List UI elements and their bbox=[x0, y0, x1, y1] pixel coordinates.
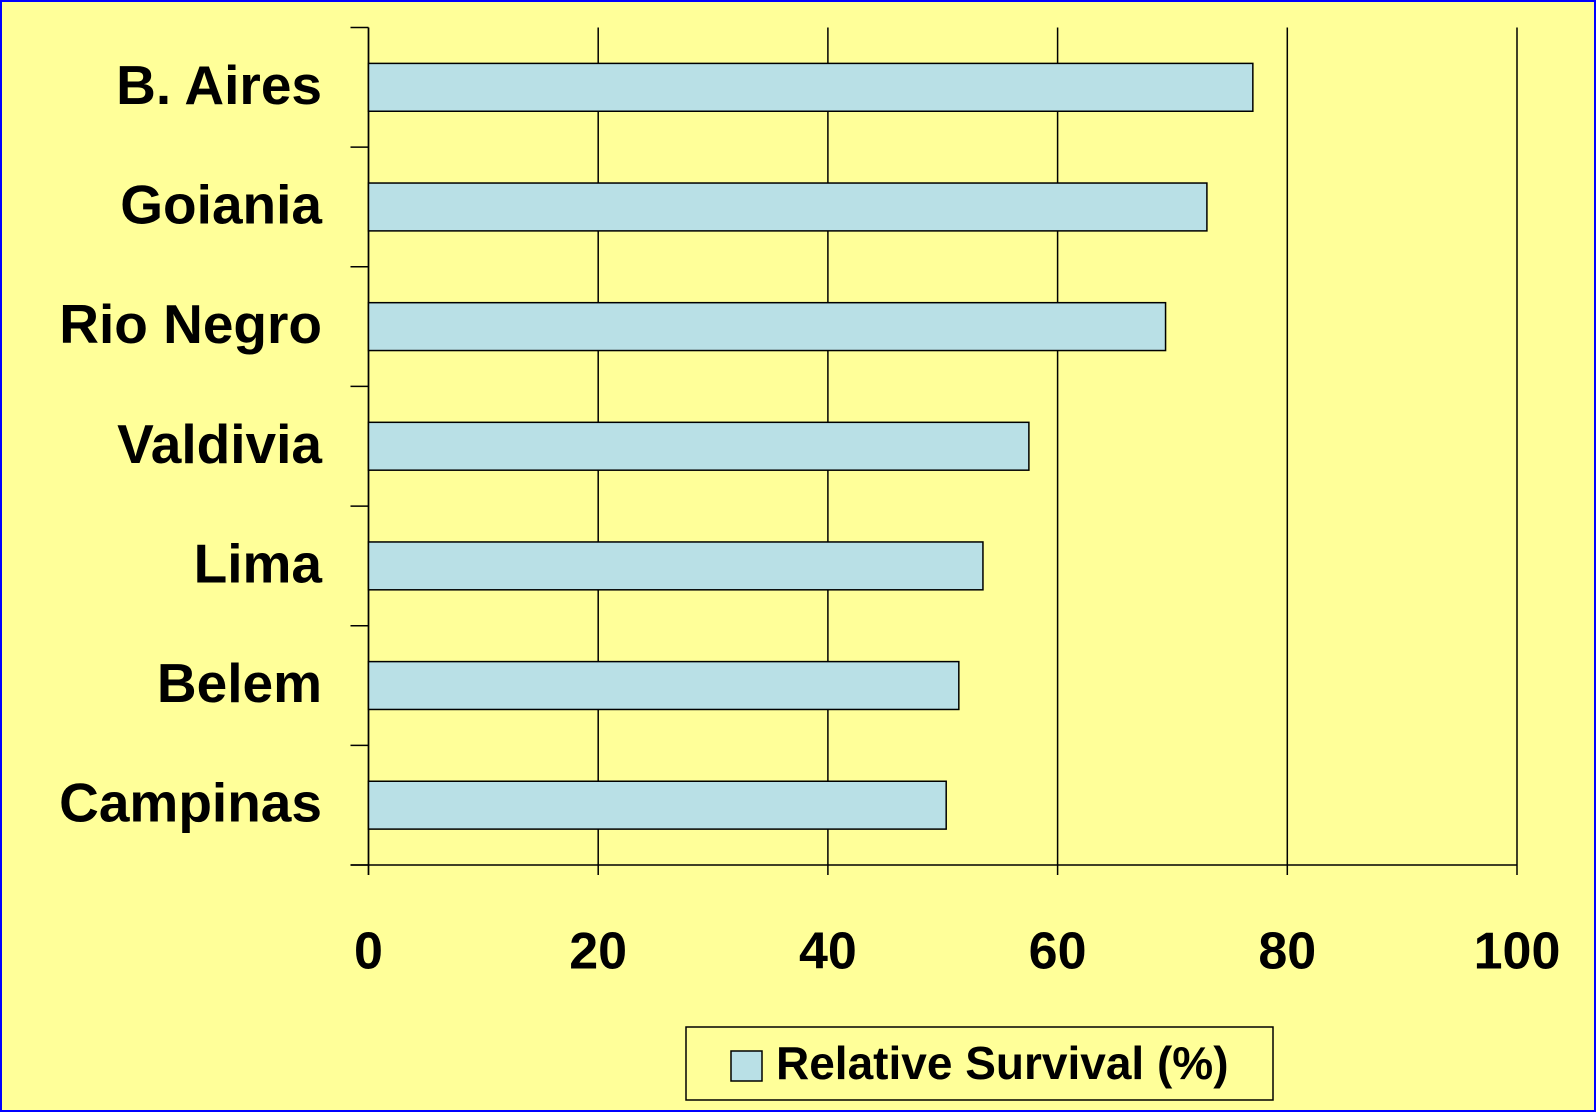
bar bbox=[367, 301, 1167, 352]
bar bbox=[367, 541, 984, 591]
bar bbox=[367, 660, 960, 711]
bar bbox=[367, 780, 947, 830]
legend-swatch bbox=[730, 1050, 763, 1082]
y-tick-label: Valdivia bbox=[117, 413, 322, 475]
legend-box bbox=[685, 1026, 1274, 1101]
legend: Relative Survival (%) bbox=[685, 1026, 1274, 1101]
y-tick-label: Rio Negro bbox=[59, 293, 322, 355]
x-tick-label: 20 bbox=[569, 923, 627, 981]
y-tick-label: Goiania bbox=[120, 173, 322, 235]
y-tick-label: Campinas bbox=[59, 772, 322, 834]
x-tick-label: 0 bbox=[354, 923, 383, 981]
bar bbox=[367, 421, 1030, 471]
x-tick-label: 80 bbox=[1258, 923, 1316, 981]
y-tick-label: B. Aires bbox=[116, 54, 322, 116]
legend-label: Relative Survival (%) bbox=[776, 1037, 1229, 1089]
x-tick-label: 100 bbox=[1474, 923, 1561, 981]
bar bbox=[367, 62, 1254, 112]
y-tick-label: Belem bbox=[157, 652, 322, 714]
bar bbox=[367, 182, 1208, 232]
y-tick-label: Lima bbox=[194, 532, 323, 594]
x-tick-label: 40 bbox=[799, 923, 857, 981]
x-tick-label: 60 bbox=[1029, 923, 1087, 981]
